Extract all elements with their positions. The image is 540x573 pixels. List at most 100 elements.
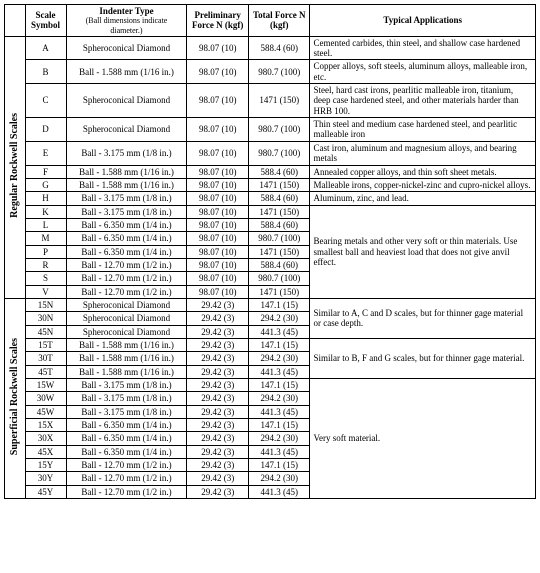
preliminary-force: 29.42 (3) <box>187 312 249 325</box>
total-force: 147.1 (15) <box>248 379 310 392</box>
total-force: 588.4 (60) <box>248 192 310 205</box>
typical-application: Similar to B, F and G scales, but for th… <box>310 338 536 378</box>
preliminary-force: 98.07 (10) <box>187 285 249 298</box>
scale-symbol: H <box>25 192 66 205</box>
preliminary-force: 29.42 (3) <box>187 419 249 432</box>
indenter-type: Ball - 1.588 mm (1/16 in.) <box>66 365 187 378</box>
indenter-type: Ball - 12.70 mm (1/2 in.) <box>66 258 187 271</box>
indenter-type: Ball - 3.175 mm (1/8 in.) <box>66 205 187 218</box>
total-force: 588.4 (60) <box>248 36 310 60</box>
scale-symbol: 30Y <box>25 472 66 485</box>
scale-symbol: 30W <box>25 392 66 405</box>
preliminary-force: 29.42 (3) <box>187 338 249 351</box>
total-force: 294.2 (30) <box>248 352 310 365</box>
preliminary-force: 98.07 (10) <box>187 232 249 245</box>
preliminary-force: 98.07 (10) <box>187 165 249 178</box>
table-row: DSpheroconical Diamond98.07 (10)980.7 (1… <box>5 118 536 142</box>
scale-symbol: G <box>25 178 66 191</box>
scale-symbol: 15W <box>25 379 66 392</box>
header-blank <box>5 5 26 37</box>
indenter-type: Spheroconical Diamond <box>66 312 187 325</box>
indenter-type: Ball - 1.588 mm (1/16 in.) <box>66 338 187 351</box>
total-force: 1471 (150) <box>248 205 310 218</box>
preliminary-force: 98.07 (10) <box>187 192 249 205</box>
indenter-type: Ball - 3.175 mm (1/8 in.) <box>66 392 187 405</box>
preliminary-force: 98.07 (10) <box>187 36 249 60</box>
indenter-type: Spheroconical Diamond <box>66 325 187 338</box>
indenter-type: Ball - 1.588 mm (1/16 in.) <box>66 60 187 84</box>
total-force: 147.1 (15) <box>248 459 310 472</box>
header-indenter-type: Indenter Type (Ball dimensions indicate … <box>66 5 187 37</box>
total-force: 980.7 (100) <box>248 141 310 165</box>
typical-application: Thin steel and medium case hardened stee… <box>310 118 536 142</box>
typical-application: Steel, hard cast irons, pearlitic mallea… <box>310 84 536 118</box>
header-total-force: Total Force N (kgf) <box>248 5 310 37</box>
table-row: GBall - 1.588 mm (1/16 in.)98.07 (10)147… <box>5 178 536 191</box>
scale-symbol: F <box>25 165 66 178</box>
table-row: EBall - 3.175 mm (1/8 in.)98.07 (10)980.… <box>5 141 536 165</box>
indenter-type: Ball - 12.70 mm (1/2 in.) <box>66 485 187 498</box>
group-label-superficial: Superficial Rockwell Scales <box>5 298 26 498</box>
indenter-type: Ball - 3.175 mm (1/8 in.) <box>66 141 187 165</box>
table-row: FBall - 1.588 mm (1/16 in.)98.07 (10)588… <box>5 165 536 178</box>
total-force: 294.2 (30) <box>248 392 310 405</box>
table-row: HBall - 3.175 mm (1/8 in.)98.07 (10)588.… <box>5 192 536 205</box>
preliminary-force: 29.42 (3) <box>187 325 249 338</box>
total-force: 294.2 (30) <box>248 472 310 485</box>
indenter-type: Ball - 12.70 mm (1/2 in.) <box>66 272 187 285</box>
table-row: CSpheroconical Diamond98.07 (10)1471 (15… <box>5 84 536 118</box>
scale-symbol: 15T <box>25 338 66 351</box>
scale-symbol: S <box>25 272 66 285</box>
indenter-type: Ball - 3.175 mm (1/8 in.) <box>66 379 187 392</box>
table-row: Regular Rockwell ScalesASpheroconical Di… <box>5 36 536 60</box>
table-row: BBall - 1.588 mm (1/16 in.)98.07 (10)980… <box>5 60 536 84</box>
table-row: 15TBall - 1.588 mm (1/16 in.)29.42 (3)14… <box>5 338 536 351</box>
typical-application: Annealed copper alloys, and thin soft sh… <box>310 165 536 178</box>
preliminary-force: 98.07 (10) <box>187 60 249 84</box>
table-row: Superficial Rockwell Scales15NSpheroconi… <box>5 298 536 311</box>
preliminary-force: 29.42 (3) <box>187 472 249 485</box>
scale-symbol: L <box>25 218 66 231</box>
preliminary-force: 29.42 (3) <box>187 405 249 418</box>
scale-symbol: B <box>25 60 66 84</box>
scale-symbol: C <box>25 84 66 118</box>
preliminary-force: 98.07 (10) <box>187 141 249 165</box>
preliminary-force: 98.07 (10) <box>187 84 249 118</box>
total-force: 294.2 (30) <box>248 432 310 445</box>
indenter-type: Ball - 6.350 mm (1/4 in.) <box>66 432 187 445</box>
total-force: 1471 (150) <box>248 245 310 258</box>
indenter-type: Spheroconical Diamond <box>66 84 187 118</box>
scale-symbol: 15Y <box>25 459 66 472</box>
typical-application: Very soft material. <box>310 379 536 499</box>
total-force: 980.7 (100) <box>248 60 310 84</box>
preliminary-force: 29.42 (3) <box>187 379 249 392</box>
total-force: 441.3 (45) <box>248 325 310 338</box>
scale-symbol: A <box>25 36 66 60</box>
total-force: 441.3 (45) <box>248 445 310 458</box>
total-force: 147.1 (15) <box>248 419 310 432</box>
indenter-type: Ball - 6.350 mm (1/4 in.) <box>66 445 187 458</box>
scale-symbol: 45X <box>25 445 66 458</box>
scale-symbol: 45N <box>25 325 66 338</box>
preliminary-force: 98.07 (10) <box>187 218 249 231</box>
total-force: 441.3 (45) <box>248 365 310 378</box>
typical-application: Similar to A, C and D scales, but for th… <box>310 298 536 338</box>
total-force: 147.1 (15) <box>248 338 310 351</box>
preliminary-force: 29.42 (3) <box>187 432 249 445</box>
indenter-type: Ball - 1.588 mm (1/16 in.) <box>66 165 187 178</box>
scale-symbol: 15X <box>25 419 66 432</box>
scale-symbol: 45T <box>25 365 66 378</box>
typical-application: Aluminum, zinc, and lead. <box>310 192 536 205</box>
scale-symbol: 45Y <box>25 485 66 498</box>
typical-application: Bearing metals and other very soft or th… <box>310 205 536 298</box>
indenter-type: Ball - 12.70 mm (1/2 in.) <box>66 285 187 298</box>
indenter-type: Ball - 12.70 mm (1/2 in.) <box>66 459 187 472</box>
scale-symbol: 30T <box>25 352 66 365</box>
scale-symbol: E <box>25 141 66 165</box>
total-force: 441.3 (45) <box>248 405 310 418</box>
total-force: 588.4 (60) <box>248 258 310 271</box>
preliminary-force: 29.42 (3) <box>187 352 249 365</box>
scale-symbol: D <box>25 118 66 142</box>
preliminary-force: 29.42 (3) <box>187 392 249 405</box>
typical-application: Malleable irons, copper-nickel-zinc and … <box>310 178 536 191</box>
